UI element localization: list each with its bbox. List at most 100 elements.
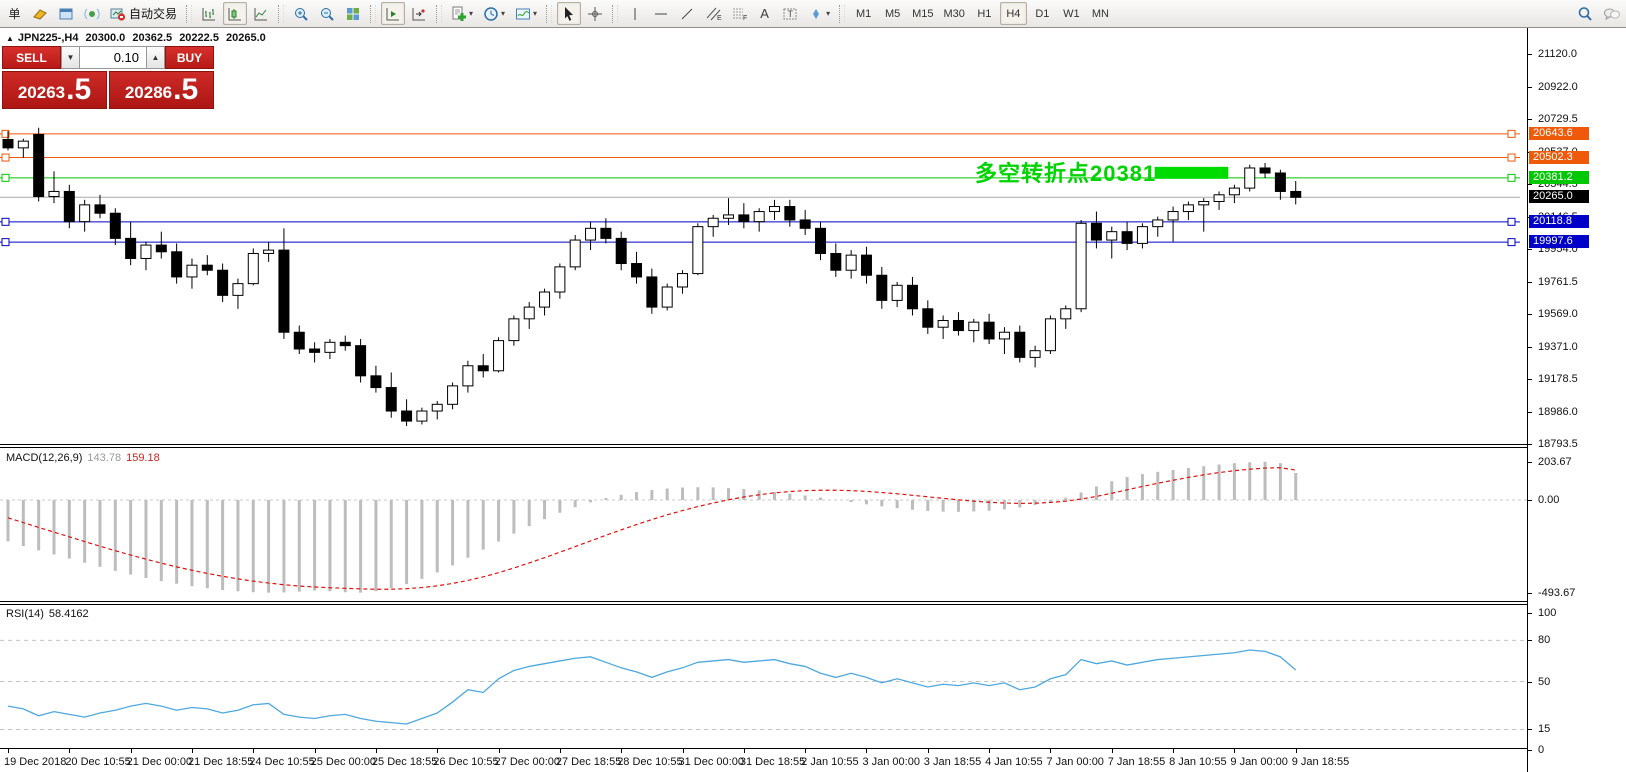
horizontal-line-tool-button[interactable] (649, 2, 673, 25)
rsi-panel-surface[interactable] (0, 604, 1527, 748)
macd-signal-line (7, 467, 1296, 590)
candle-body (1121, 231, 1133, 244)
periods-caret-icon: ▾ (501, 9, 506, 18)
market-watch-button[interactable] (54, 2, 78, 25)
volume-decrease-button[interactable]: ▼ (61, 46, 80, 69)
candle-body (94, 204, 106, 214)
time-tick (375, 749, 377, 753)
tile-windows-button[interactable] (341, 2, 365, 25)
candle-body (523, 306, 535, 320)
buy-button[interactable]: BUY (165, 46, 214, 69)
time-axis-label: 9 Jan 00:00 (1230, 756, 1288, 768)
vertical-line-tool-button[interactable] (623, 2, 647, 25)
timeframe-h4[interactable]: H4 (999, 2, 1027, 25)
line-handle[interactable] (1, 238, 10, 247)
line-handle[interactable] (1507, 153, 1516, 162)
line-handle[interactable] (1507, 238, 1516, 247)
price-axis[interactable]: 21120.020922.020729.520537.020344.520146… (1527, 28, 1626, 772)
time-tick (989, 749, 991, 753)
candle-body (1259, 167, 1271, 174)
timeframe-h1[interactable]: H1 (971, 2, 998, 25)
volume-input[interactable]: 0.10 (80, 46, 146, 69)
zoom-out-button[interactable] (315, 2, 339, 25)
signals-button[interactable] (80, 2, 104, 25)
auto-scroll-button[interactable] (381, 2, 406, 25)
line-handle[interactable] (1, 217, 10, 226)
arrows-tool-button[interactable]: ▾ (804, 2, 834, 25)
timeframe-m5[interactable]: M5 (879, 2, 906, 25)
templates-button[interactable]: ▾ (511, 2, 541, 25)
rsi-name: RSI(14) (6, 608, 44, 620)
macd-panel-surface[interactable] (0, 447, 1527, 601)
time-axis-label: 19 Dec 2018 (4, 756, 67, 768)
line-handle[interactable] (1, 129, 10, 138)
candle-body (217, 269, 229, 296)
candle-body (309, 348, 321, 353)
line-handle[interactable] (1507, 129, 1516, 138)
toolbar-grip (370, 4, 377, 23)
timeframe-w1[interactable]: W1 (1058, 2, 1085, 25)
axis-tick-mark (1528, 592, 1532, 594)
line-handle[interactable] (1, 173, 10, 182)
time-axis-label: 9 Jan 18:55 (1291, 756, 1350, 768)
candle-body (401, 410, 413, 422)
sell-price-button[interactable]: 20263.5 (2, 71, 107, 109)
search-button[interactable] (1573, 2, 1597, 25)
cursor-tool-button[interactable] (557, 2, 582, 25)
timeframe-m1[interactable]: M1 (850, 2, 877, 25)
line-handle[interactable] (1507, 217, 1516, 226)
new-order-label: 单 (8, 7, 21, 21)
sell-button[interactable]: SELL (2, 46, 61, 69)
bar-chart-button[interactable] (197, 2, 221, 25)
hline-price-label: 20643.6 (1529, 126, 1589, 140)
line-chart-button[interactable] (249, 2, 273, 25)
line-handle[interactable] (1507, 173, 1516, 182)
time-tick (743, 749, 745, 753)
text-tool-button[interactable]: A (753, 2, 776, 25)
buy-price-button[interactable]: 20286.5 (109, 71, 214, 109)
chart-shift-button[interactable] (407, 2, 431, 25)
candle-body (232, 283, 244, 296)
axis-tick-mark (1528, 640, 1532, 642)
candle-body (906, 284, 918, 310)
collapse-panel-icon[interactable]: ▲ (6, 34, 14, 43)
add-indicator-icon (451, 6, 467, 22)
macd-scale-label: -493.67 (1538, 586, 1576, 599)
candle-body (952, 320, 964, 332)
time-axis[interactable]: 19 Dec 2018 20 Dec 10:55 21 Dec 00:00 21 De… (0, 748, 1527, 772)
timeframe-m30[interactable]: M30 (939, 2, 968, 25)
volume-increase-button[interactable]: ▲ (146, 46, 165, 69)
timeframe-d1[interactable]: D1 (1029, 2, 1056, 25)
pivot-highlight-bar[interactable] (1154, 166, 1229, 179)
timeframe-m15[interactable]: M15 (908, 2, 937, 25)
candle-body (1213, 194, 1225, 203)
crosshair-tool-button[interactable] (583, 2, 607, 25)
chat-button[interactable] (1599, 2, 1623, 25)
time-tick (1173, 749, 1175, 753)
candlestick-chart-button[interactable] (223, 2, 248, 25)
panel-splitter[interactable] (0, 601, 1626, 605)
text-label-tool-button[interactable]: T (778, 2, 802, 25)
timeframe-mn[interactable]: MN (1087, 2, 1114, 25)
fibonacci-tool-button[interactable]: F (727, 2, 751, 25)
price-chart-surface[interactable] (0, 29, 1527, 444)
chart-area[interactable]: ▲ JPN225-,H4 20300.0 20362.5 20222.5 2026… (0, 28, 1626, 772)
line-handle[interactable] (1, 153, 10, 162)
indicators-button[interactable]: ▾ (447, 2, 477, 25)
periods-button[interactable]: ▾ (479, 2, 509, 25)
guide-icon-button[interactable] (28, 2, 52, 25)
time-tick (621, 749, 623, 753)
equidistant-channel-tool-button[interactable]: E (701, 2, 725, 25)
time-axis-label: 26 Dec 10:55 (433, 756, 499, 768)
zoom-in-button[interactable] (289, 2, 313, 25)
price-tick-label: 18986.0 (1538, 405, 1578, 418)
autotrade-button[interactable]: 自动交易 (106, 2, 181, 25)
time-axis-label: 24 Dec 10:55 (249, 756, 315, 768)
trendline-tool-button[interactable] (675, 2, 699, 25)
pivot-annotation-text[interactable]: 多空转折点20381 (975, 161, 1157, 186)
candle-body (1136, 226, 1148, 244)
new-order-button[interactable]: 单 (3, 2, 26, 25)
panel-splitter[interactable] (0, 444, 1626, 448)
candle-body (1228, 187, 1240, 196)
rsi-indicator-label: RSI(14) 58.4162 (6, 608, 89, 620)
